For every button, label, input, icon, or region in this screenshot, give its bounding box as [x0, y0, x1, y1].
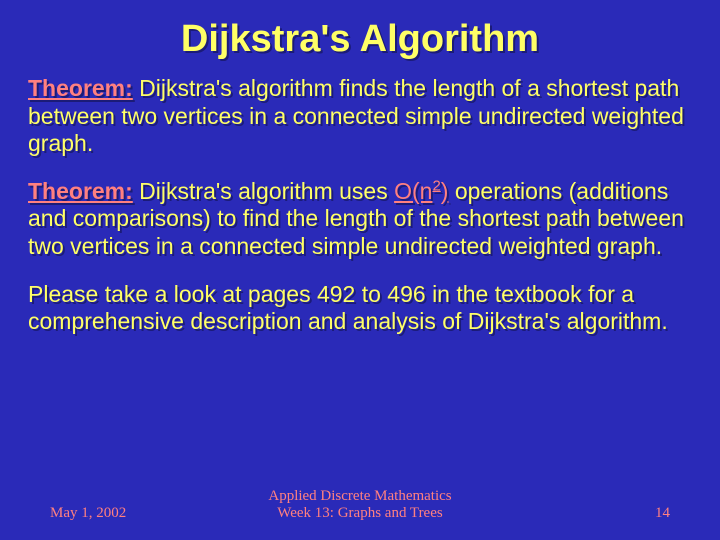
theorem-2-bigO: O(n2) [394, 178, 448, 204]
bigO-pre: O(n [394, 178, 432, 204]
slide-body: Theorem: Dijkstra's algorithm finds the … [28, 75, 692, 356]
theorem-2-pretext: Dijkstra's algorithm uses [133, 178, 394, 204]
note-text: Please take a look at pages 492 to 496 i… [28, 281, 692, 336]
theorem-2: Theorem: Dijkstra's algorithm uses O(n2)… [28, 178, 692, 261]
footer-line1: Applied Discrete Mathematics [268, 488, 451, 504]
footer-line2: Week 13: Graphs and Trees [277, 505, 442, 521]
theorem-1: Theorem: Dijkstra's algorithm finds the … [28, 75, 692, 158]
footer-date: May 1, 2002 [50, 505, 190, 522]
bigO-exp: 2 [432, 177, 440, 194]
theorem-2-label: Theorem: [28, 178, 133, 204]
theorem-1-label: Theorem: [28, 75, 133, 101]
slide-title: Dijkstra's Algorithm [28, 18, 692, 61]
footer-center: Applied Discrete Mathematics Week 13: Gr… [190, 488, 530, 522]
footer-page: 14 [530, 505, 670, 522]
slide-footer: May 1, 2002 Applied Discrete Mathematics… [0, 488, 720, 522]
slide: Dijkstra's Algorithm Theorem: Dijkstra's… [0, 0, 720, 540]
